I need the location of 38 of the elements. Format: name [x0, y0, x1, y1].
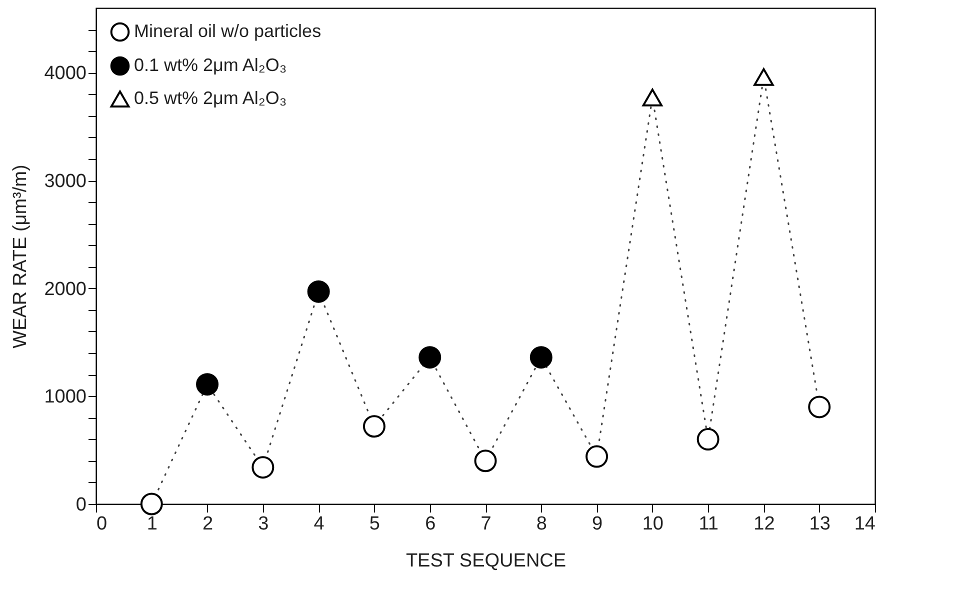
x-tick-label: 7	[480, 514, 492, 534]
point	[754, 68, 774, 86]
y-tick-label: 1000	[44, 386, 86, 408]
x-tick-label: 8	[536, 514, 547, 534]
x-axis-title: TEST SEQUENCE	[406, 550, 566, 572]
y-tick-label: 3000	[44, 171, 86, 192]
x-tick-label: 0	[96, 514, 108, 534]
point	[696, 428, 720, 451]
legend-label: Mineral oil w/o particles	[134, 21, 322, 41]
legend-label: 0.5 wt% 2μm Al₂O₃	[134, 88, 287, 108]
x-tick-label: 2	[202, 514, 214, 534]
x-tick-label: 9	[592, 514, 603, 534]
point	[808, 396, 831, 418]
x-tick-label: 13	[809, 514, 830, 534]
x-tick-label: 12	[754, 514, 775, 534]
y-axis-title: WEAR RATE (μm³/m)	[10, 164, 32, 348]
x-tick-label: 5	[369, 514, 380, 534]
y-tick-label: 4000	[44, 63, 86, 84]
legend-label: 0.1 wt% 2μm Al₂O₃	[134, 55, 287, 75]
point	[474, 450, 497, 472]
x-tick-label: 14	[854, 514, 876, 534]
x-tick-label: 1	[146, 514, 158, 534]
y-tick-label: 2000	[44, 278, 86, 300]
y-tick-label: 0	[76, 494, 86, 516]
point	[362, 415, 386, 438]
point	[252, 456, 274, 479]
point	[642, 88, 663, 106]
x-tick-label: 10	[642, 514, 664, 534]
x-tick-label: 4	[314, 514, 325, 534]
point	[586, 445, 608, 468]
point	[307, 280, 330, 303]
point	[530, 346, 552, 369]
x-tick-label: 11	[698, 514, 718, 534]
point	[140, 492, 163, 516]
point	[418, 346, 442, 369]
x-tick-label: 6	[425, 514, 436, 534]
x-tick-label: 3	[258, 514, 269, 534]
point	[196, 373, 219, 396]
